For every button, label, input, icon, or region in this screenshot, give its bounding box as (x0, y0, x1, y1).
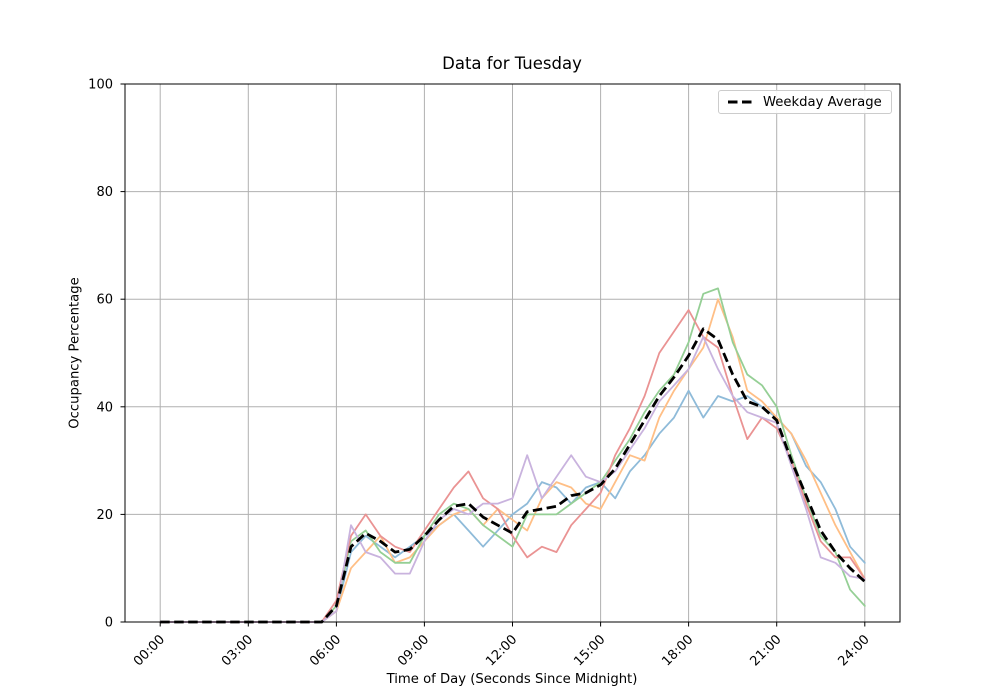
y-tick-label: 20 (96, 508, 113, 523)
x-tick-label: 21:00 (747, 632, 784, 669)
legend-dashed-line-sample (728, 100, 754, 104)
y-tick-label: 60 (96, 293, 113, 308)
legend-entry-label: Weekday Average (763, 94, 882, 110)
x-ticks: 00:00 03:00 06:00 09:00 12:00 15:00 18:00 21:00… (131, 622, 873, 669)
x-tick-label: 06:00 (307, 632, 344, 669)
y-tick-label: 0 (105, 616, 113, 631)
x-tick-label: 15:00 (571, 632, 608, 669)
y-tick-label: 100 (88, 78, 113, 93)
y-tick-label: 80 (96, 185, 113, 200)
legend: Weekday Average (718, 90, 892, 114)
x-axis-label: Time of Day (Seconds Since Midnight) (386, 672, 638, 687)
chart-title: Data for Tuesday (442, 54, 582, 73)
x-tick-label: 00:00 (131, 632, 168, 669)
x-tick-label: 09:00 (395, 632, 432, 669)
x-tick-label: 18:00 (659, 632, 696, 669)
y-axis-label: Occupancy Percentage (67, 277, 83, 429)
x-tick-label: 12:00 (483, 632, 520, 669)
y-ticks: 0 20 40 60 80 100 (88, 78, 125, 631)
y-tick-label: 40 (96, 400, 113, 415)
x-tick-label: 24:00 (836, 632, 873, 669)
grid (125, 83, 900, 623)
x-tick-label: 03:00 (219, 632, 256, 669)
